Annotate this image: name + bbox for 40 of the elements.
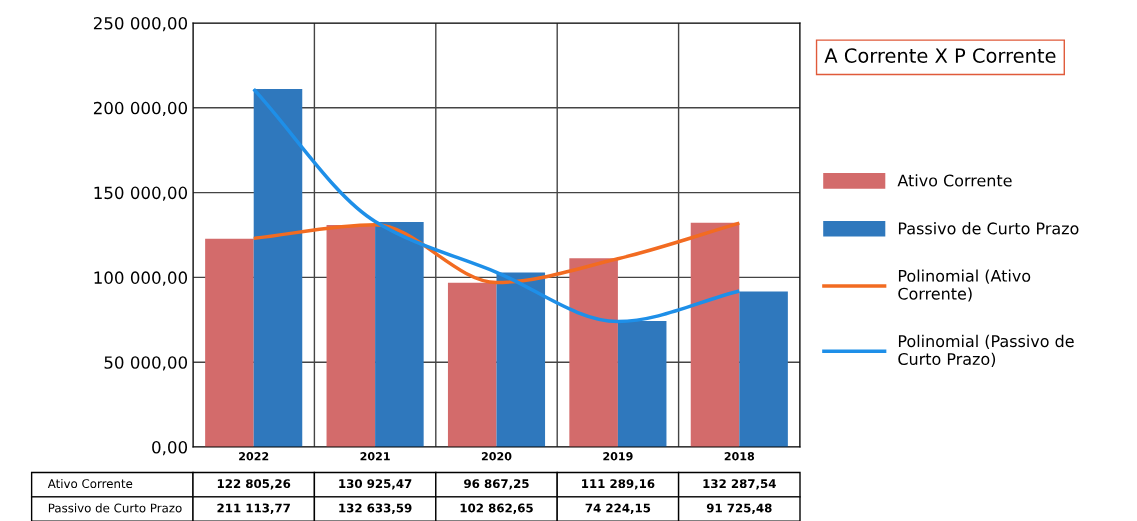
x-tick-label: 2022 xyxy=(239,452,269,461)
y-tick-label: 50 000,00 xyxy=(104,356,188,371)
bar xyxy=(496,272,546,447)
y-tick-label: 150 000,00 xyxy=(94,186,188,201)
line-series xyxy=(251,221,742,285)
bar xyxy=(205,238,254,447)
text: Ativo Corrente xyxy=(47,478,133,489)
data-label: 91 725,48 xyxy=(706,503,772,514)
legend-label: Ativo Corrente xyxy=(897,174,1012,187)
data-label: 102 862,65 xyxy=(460,503,533,514)
data-label: 132 287,54 xyxy=(703,479,776,490)
data-label: 122 805,26 xyxy=(217,479,291,490)
y-tick-label: 0,00 xyxy=(152,440,188,456)
data-label: 132 633,59 xyxy=(339,503,412,514)
y-tick-label: 250 000,00 xyxy=(93,16,188,32)
line-series xyxy=(251,87,742,324)
text: Passivo de Curto Prazo xyxy=(48,503,182,513)
bar xyxy=(739,291,788,447)
y-tick-label: 100 000,00 xyxy=(94,271,188,286)
legend-label: Polinomial (Passivo de Curto Prazo) xyxy=(898,334,1074,367)
legend-label: Passivo de Curto Prazo xyxy=(898,222,1079,235)
x-tick-label: 2018 xyxy=(724,452,755,461)
legend-label: Polinomial (Ativo Corrente) xyxy=(898,269,1031,302)
x-tick-label: 2020 xyxy=(481,452,512,461)
bar xyxy=(617,321,667,447)
x-tick-label: 2019 xyxy=(603,452,633,461)
bar xyxy=(690,222,740,447)
bar xyxy=(569,258,618,447)
data-label: 111 289,16 xyxy=(582,479,655,490)
data-label: 96 867,25 xyxy=(464,479,529,490)
data-label: 130 925,47 xyxy=(339,479,412,490)
data-label: 211 113,77 xyxy=(217,503,290,514)
bar xyxy=(326,224,376,447)
bar xyxy=(447,282,497,447)
bar xyxy=(375,222,424,447)
x-tick-label: 2021 xyxy=(360,452,390,461)
y-tick-label: 200 000,00 xyxy=(93,101,188,117)
text: A Corrente X P Corrente xyxy=(824,48,1056,63)
data-label: 74 224,15 xyxy=(585,503,651,514)
bar xyxy=(253,88,303,447)
